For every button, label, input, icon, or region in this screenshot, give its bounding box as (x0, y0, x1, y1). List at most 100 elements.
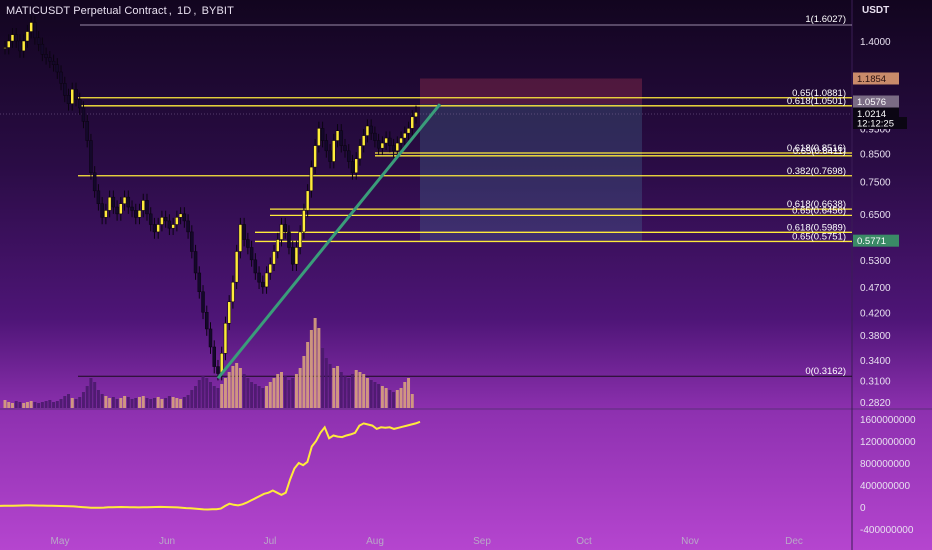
volume-bar (309, 330, 313, 408)
candle (272, 251, 276, 265)
volume-bar (392, 392, 396, 408)
price-badge (853, 95, 899, 108)
price-tick-label: 0.3400 (860, 356, 891, 367)
candle (335, 130, 340, 141)
chart-title: MATICUSDT Perpetual Contract, 1D, BYBIT (6, 5, 236, 17)
volume-bar (63, 396, 67, 408)
volume-bar (164, 398, 168, 408)
volume-bar (216, 388, 220, 408)
volume-bar (279, 372, 283, 408)
volume-bar (138, 397, 142, 408)
candle (130, 206, 134, 211)
candle (14, 34, 18, 42)
candle (59, 71, 63, 84)
volume-bar (52, 402, 56, 408)
volume-bar (380, 386, 384, 408)
volume-bar (3, 400, 7, 408)
currency-label: USDT (862, 5, 889, 16)
volume-bar (265, 386, 269, 408)
candle (261, 281, 265, 288)
volume-bar (119, 398, 123, 408)
volume-bar (242, 374, 246, 408)
volume-bar (272, 378, 276, 408)
symbol-label[interactable]: MATICUSDT Perpetual Contract (6, 5, 167, 17)
price-tick-label: 0.2820 (860, 398, 891, 409)
price-badge-label: 1.0214 (857, 109, 886, 120)
candle (227, 301, 231, 324)
x-axis-label: Oct (576, 536, 592, 547)
candle (107, 196, 112, 211)
volume-bar (336, 366, 340, 408)
candle (223, 322, 228, 354)
candle (395, 142, 400, 152)
candle (134, 210, 138, 218)
volume-bar (141, 396, 145, 408)
volume-bar (373, 382, 377, 408)
interval-label[interactable]: 1D (177, 5, 192, 17)
fib-level-label: 0.65(0.8411) (793, 146, 846, 157)
candle (234, 251, 239, 283)
price-tick-label: 0.3800 (860, 331, 891, 342)
x-axis-label: Aug (366, 536, 384, 547)
candle (332, 140, 336, 162)
candle (40, 43, 45, 55)
candle (391, 145, 396, 152)
volume-bar (317, 328, 321, 408)
candle (406, 128, 411, 134)
osc-tick-label: 1600000000 (860, 415, 916, 426)
volume-bar (182, 397, 186, 408)
price-badge-label: 1.0576 (857, 97, 886, 108)
candle (182, 213, 187, 222)
candle (294, 247, 299, 265)
candle (403, 132, 407, 139)
candle (167, 220, 172, 229)
candle (365, 125, 370, 136)
candle (249, 247, 254, 261)
countdown-label: 12:12:25 (857, 119, 894, 130)
volume-bar (350, 374, 354, 408)
volume-bar (343, 376, 347, 408)
price-tick-label: 0.4700 (860, 283, 891, 294)
candle (193, 251, 198, 274)
candle (290, 247, 295, 265)
volume-bar (74, 399, 78, 408)
price-badge-label: 0.5771 (857, 236, 886, 247)
candle (70, 89, 75, 104)
candle (100, 203, 104, 218)
volume-bar (209, 382, 212, 408)
volume-bar (40, 402, 44, 408)
fib-level-label: 0.65(0.5751) (792, 231, 846, 242)
fib-level-label: 0.618(0.8516) (787, 143, 846, 154)
volume-bar (179, 399, 183, 408)
volume-bar (81, 392, 85, 408)
volume-bar (212, 386, 216, 408)
volume-bar (287, 380, 291, 408)
volume-bar (384, 388, 388, 408)
osc-tick-label: 1200000000 (860, 437, 916, 448)
volume-bar (227, 372, 231, 408)
volume-bar (328, 364, 332, 408)
volume-bar (347, 378, 351, 408)
volume-bar (235, 363, 239, 408)
candle (152, 224, 157, 233)
price-tick-label: 0.3100 (860, 377, 891, 388)
candle (242, 224, 246, 240)
volume-bar (365, 378, 369, 408)
candle (111, 196, 116, 208)
candle (137, 210, 142, 218)
exchange-label: BYBIT (201, 5, 234, 17)
volume-bar (29, 401, 33, 408)
x-axis-label: Jul (264, 536, 277, 547)
fib-level-label: 0.618(1.0501) (787, 96, 846, 107)
candle (29, 22, 33, 32)
trendline (216, 103, 442, 380)
position-target-zone (420, 104, 642, 241)
volume-bar (126, 397, 130, 408)
volume-bar (298, 368, 302, 408)
candle (160, 217, 164, 225)
candle (89, 140, 93, 174)
x-axis-label: May (51, 536, 70, 547)
candle (25, 31, 30, 42)
